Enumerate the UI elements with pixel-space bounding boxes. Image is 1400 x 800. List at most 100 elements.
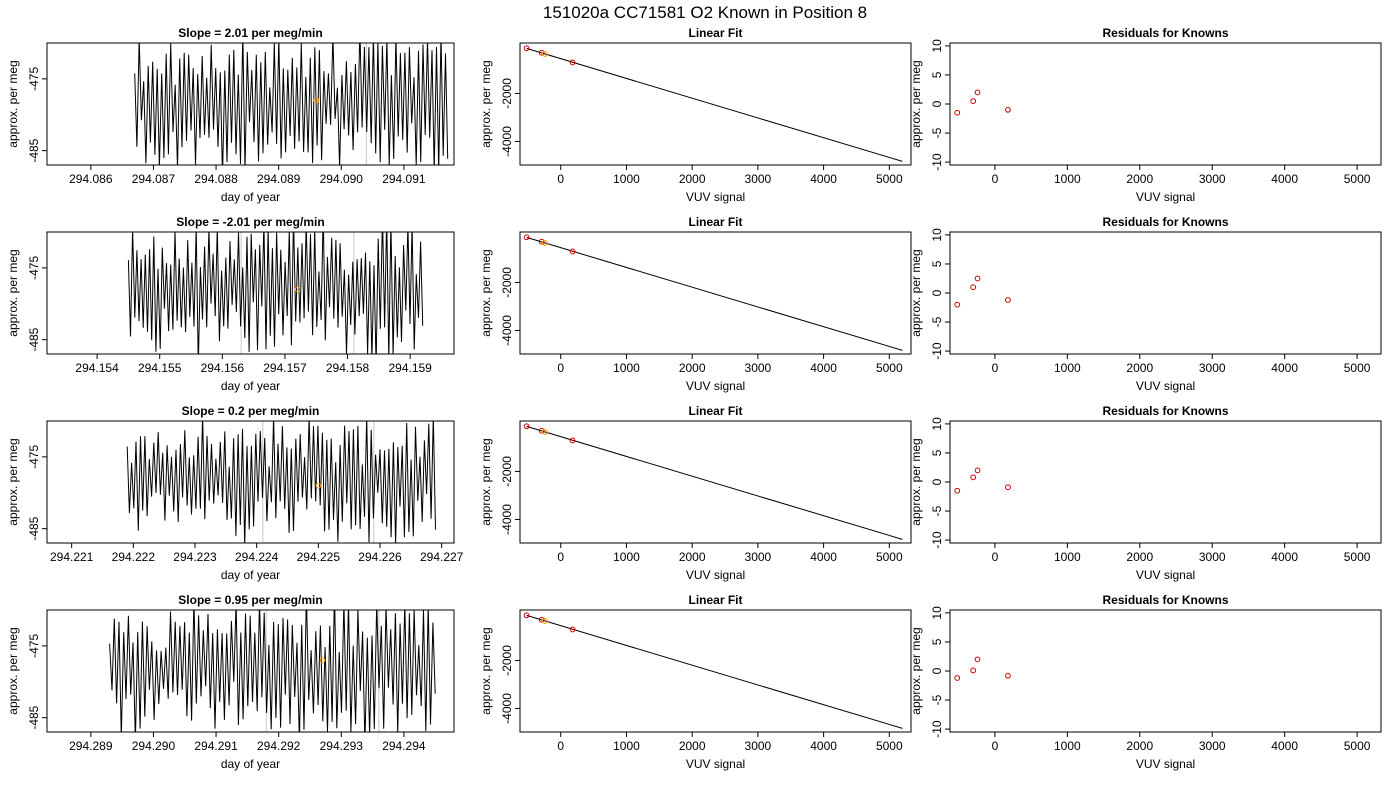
- data-point: [970, 284, 977, 291]
- y-tick-label: 5: [930, 260, 944, 267]
- plot-frame: [519, 420, 912, 544]
- data-point: [542, 618, 548, 624]
- x-axis-label: day of year: [221, 757, 280, 771]
- sample-marker: [313, 97, 320, 104]
- x-tick-label: 2000: [679, 361, 706, 375]
- y-tick-label: -475: [27, 256, 41, 280]
- plot-area: [127, 232, 424, 354]
- plot-frame: [949, 609, 1382, 733]
- x-tick-label: 3000: [1199, 172, 1226, 186]
- x-tick-label: 4000: [1271, 172, 1298, 186]
- x-axis-label: VUV signal: [686, 757, 745, 771]
- plot-frame: [519, 42, 912, 166]
- x-tick-label: 5000: [876, 172, 903, 186]
- y-axis-label: approx. per meg: [6, 438, 20, 525]
- panel-title: Slope = -2.01 per meg/min: [176, 215, 324, 229]
- x-tick-label: 0: [992, 739, 999, 753]
- x-tick-label: 294.090: [320, 172, 364, 186]
- y-tick-label: 10: [930, 606, 944, 620]
- x-tick-label: 0: [557, 550, 564, 564]
- plot-frame: [519, 231, 912, 355]
- y-tick-label: -10: [930, 531, 944, 549]
- y-axis-label: approx. per meg: [6, 60, 20, 147]
- time-series-panel-2: Slope = -2.01 per meg/min 294.154 294.155 2…: [6, 215, 455, 393]
- x-axis-label: VUV signal: [1136, 568, 1195, 582]
- x-tick-label: 294.289: [69, 739, 113, 753]
- plot-area: [523, 234, 903, 351]
- plot-area: [954, 656, 1011, 681]
- x-tick-label: 5000: [876, 739, 903, 753]
- y-tick-label: 5: [930, 71, 944, 78]
- y-tick-label: -5: [930, 316, 944, 327]
- x-tick-label: 3000: [745, 739, 772, 753]
- x-tick-label: 5000: [1344, 739, 1371, 753]
- data-point: [569, 248, 576, 255]
- x-tick-label: 0: [557, 361, 564, 375]
- y-tick-label: -10: [930, 342, 944, 360]
- x-tick-label: 4000: [810, 172, 837, 186]
- y-axis-label: approx. per meg: [909, 60, 923, 147]
- x-tick-label: 294.290: [132, 739, 176, 753]
- x-tick-label: 5000: [876, 361, 903, 375]
- data-point: [974, 467, 981, 474]
- data-point: [538, 238, 545, 245]
- data-point: [1005, 484, 1011, 491]
- data-point: [970, 474, 977, 481]
- fit-line: [526, 614, 903, 729]
- x-tick-label: 2000: [1126, 361, 1153, 375]
- y-tick-label: 5: [930, 449, 944, 456]
- y-tick-label: -2000: [500, 267, 514, 298]
- x-axis-label: day of year: [221, 190, 280, 204]
- y-tick-label: -10: [930, 720, 944, 738]
- x-tick-label: 4000: [1271, 550, 1298, 564]
- y-tick-label: -485: [27, 705, 41, 729]
- y-tick-label: -485: [27, 516, 41, 540]
- x-tick-label: 294.155: [138, 361, 182, 375]
- x-tick-label: 3000: [1199, 361, 1226, 375]
- y-tick-label: -10: [930, 153, 944, 171]
- x-tick-label: 0: [557, 172, 564, 186]
- x-tick-label: 294.086: [69, 172, 113, 186]
- x-axis-label: VUV signal: [1136, 757, 1195, 771]
- measurement-line: [127, 232, 424, 354]
- x-axis-label: day of year: [221, 568, 280, 582]
- x-tick-label: 1000: [613, 739, 640, 753]
- y-axis-label: approx. per meg: [479, 249, 493, 336]
- plot-frame: [46, 231, 455, 355]
- x-tick-label: 294.294: [382, 739, 426, 753]
- x-tick-label: 0: [992, 172, 999, 186]
- x-tick-label: 294.159: [388, 361, 432, 375]
- sample-marker: [315, 482, 322, 489]
- data-point: [542, 240, 548, 246]
- y-tick-label: 10: [930, 228, 944, 242]
- measurement-line: [134, 43, 449, 165]
- data-point: [1005, 106, 1011, 113]
- plot-area: [954, 89, 1011, 116]
- panel-title: Slope = 2.01 per meg/min: [178, 26, 322, 40]
- y-axis-label: approx. per meg: [479, 60, 493, 147]
- y-tick-label: -2000: [500, 78, 514, 109]
- x-tick-label: 2000: [679, 739, 706, 753]
- x-tick-label: 294.088: [194, 172, 238, 186]
- x-tick-label: 294.226: [358, 550, 402, 564]
- residuals-panel-4: Residuals for Knowns 0 1000 2000 3000 4000 500…: [909, 593, 1382, 771]
- y-tick-label: -5: [930, 127, 944, 138]
- plot-frame: [46, 42, 455, 166]
- panel-title: Linear Fit: [688, 593, 742, 607]
- measurement-line: [126, 421, 436, 543]
- panel-title: Residuals for Knowns: [1102, 593, 1228, 607]
- x-tick-label: 294.291: [194, 739, 238, 753]
- x-tick-label: 2000: [1126, 550, 1153, 564]
- y-tick-label: -4000: [500, 504, 514, 535]
- x-tick-label: 294.227: [420, 550, 464, 564]
- plot-area: [126, 421, 436, 543]
- plot-area: [109, 610, 436, 732]
- y-tick-label: -485: [27, 138, 41, 162]
- x-tick-label: 5000: [1344, 172, 1371, 186]
- x-tick-label: 3000: [745, 361, 772, 375]
- y-tick-label: -4000: [500, 126, 514, 157]
- data-point: [538, 616, 545, 623]
- x-tick-label: 5000: [876, 550, 903, 564]
- y-tick-label: -4000: [500, 315, 514, 346]
- y-tick-label: 10: [930, 39, 944, 53]
